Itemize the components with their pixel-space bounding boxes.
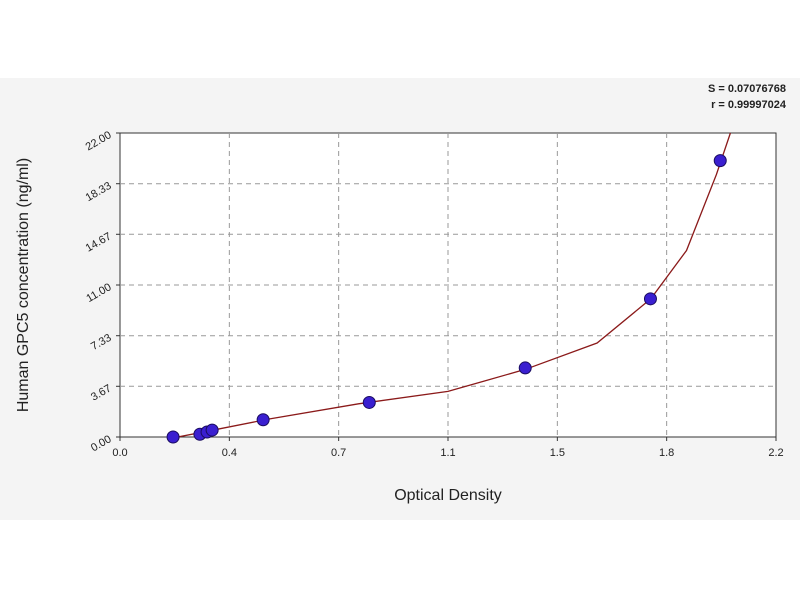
annotation: r = 0.99997024 bbox=[711, 99, 787, 111]
data-point bbox=[205, 423, 219, 437]
y-axis-label: Human GPC5 concentration (ng/ml) bbox=[15, 158, 32, 412]
x-tick-label: 1.5 bbox=[550, 447, 565, 459]
x-tick-label: 2.2 bbox=[768, 447, 783, 459]
data-point bbox=[166, 430, 180, 444]
annotation: S = 0.07076768 bbox=[708, 83, 786, 95]
data-point bbox=[643, 292, 657, 306]
x-tick-label: 1.8 bbox=[659, 447, 674, 459]
data-point bbox=[713, 154, 727, 168]
data-point bbox=[256, 413, 270, 427]
x-tick-label: 0.0 bbox=[112, 447, 127, 459]
x-axis-label: Optical Density bbox=[394, 487, 502, 504]
x-tick-label: 1.1 bbox=[440, 447, 455, 459]
data-point bbox=[362, 395, 376, 409]
x-tick-label: 0.7 bbox=[331, 447, 346, 459]
data-point bbox=[518, 361, 532, 375]
x-tick-label: 0.4 bbox=[222, 447, 237, 459]
